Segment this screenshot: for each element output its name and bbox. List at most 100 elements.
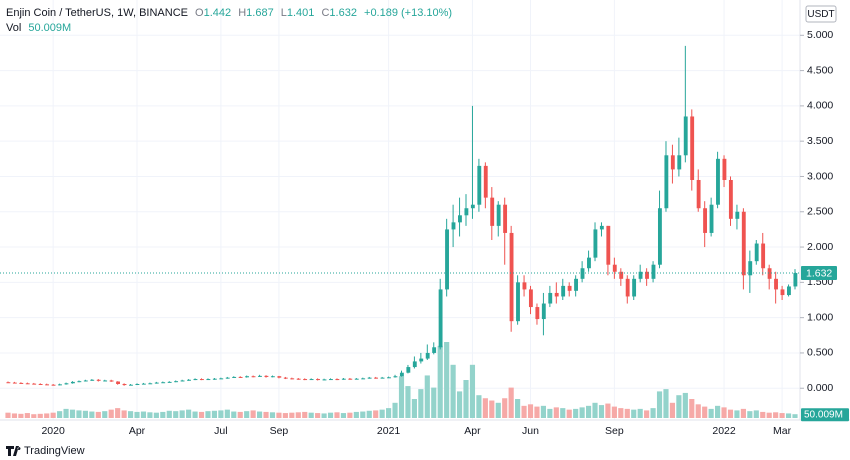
candle-body xyxy=(587,257,591,269)
candle-body xyxy=(483,165,488,198)
candle-body xyxy=(290,378,295,380)
candle-body xyxy=(561,285,566,297)
candle-body xyxy=(354,378,359,380)
volume-bar xyxy=(82,410,88,418)
candle-body xyxy=(419,358,424,362)
candle-body xyxy=(612,264,617,272)
candle-body xyxy=(393,376,398,378)
volume-bar xyxy=(592,402,598,418)
candle-body xyxy=(135,384,140,385)
candle-body xyxy=(245,376,250,378)
candle-body xyxy=(154,382,159,384)
volume-bar xyxy=(398,376,405,418)
volume-bar xyxy=(334,412,340,418)
low-label: L xyxy=(281,7,287,19)
low-value: 1.401 xyxy=(287,7,315,19)
candle-body xyxy=(477,165,482,205)
volume-bar xyxy=(766,412,772,418)
volume-bar xyxy=(379,409,385,418)
candle-body xyxy=(341,378,346,380)
candle-body xyxy=(548,292,553,304)
volume-bar xyxy=(231,411,237,418)
currency-label[interactable]: USDT xyxy=(807,9,834,20)
volume-bar xyxy=(463,380,469,418)
volume-bar xyxy=(702,406,708,418)
last-price-label: 1.632 xyxy=(806,267,832,279)
volume-bar xyxy=(502,398,508,418)
candle-body xyxy=(38,384,43,385)
volume-bar xyxy=(360,411,366,418)
candle-body xyxy=(238,376,243,378)
x-tick-label: Mar xyxy=(773,425,792,437)
candle-body xyxy=(129,384,133,386)
candle-body xyxy=(438,289,443,348)
candle-body xyxy=(232,376,237,378)
candle-body xyxy=(670,155,675,170)
candle-body xyxy=(709,204,714,233)
candle-body xyxy=(716,158,720,205)
candle-body xyxy=(96,379,101,381)
candle-body xyxy=(657,208,662,265)
candle-body xyxy=(283,377,288,379)
volume-bar xyxy=(560,408,566,418)
volume-bar xyxy=(321,413,327,418)
candle-body xyxy=(212,378,217,380)
volume-bar xyxy=(302,411,308,418)
candle-body xyxy=(735,211,740,219)
candle-body xyxy=(122,384,127,386)
volume-bar xyxy=(476,395,482,418)
volume-bar xyxy=(250,410,256,418)
candle-body xyxy=(25,383,30,385)
candle-body xyxy=(399,372,404,377)
candle-body xyxy=(761,243,766,269)
volume-bar xyxy=(508,387,514,418)
volume-bar xyxy=(347,412,353,418)
volume-bar xyxy=(11,413,18,418)
volume-bar xyxy=(734,410,740,418)
candle-body xyxy=(103,380,108,382)
volume-bar xyxy=(656,391,663,418)
y-tick-label: 2.500 xyxy=(807,206,833,218)
candle-body xyxy=(535,307,540,320)
x-tick-label: Jun xyxy=(522,425,539,437)
volume-bar xyxy=(521,405,527,418)
candle-body xyxy=(645,271,649,279)
candle-body xyxy=(606,225,611,265)
volume-bar xyxy=(534,406,540,418)
currency-button[interactable] xyxy=(805,5,837,23)
volume-name: Vol xyxy=(6,22,21,34)
volume-bar xyxy=(785,413,792,418)
volume-bar xyxy=(689,399,695,418)
volume-bar xyxy=(489,400,495,418)
candle-body xyxy=(554,292,559,297)
volume-bar xyxy=(753,410,759,418)
volume-bar xyxy=(424,375,430,418)
volume-bar xyxy=(282,413,288,418)
candle-body xyxy=(651,264,656,279)
volume-bar xyxy=(495,402,501,418)
candle-body xyxy=(632,278,637,297)
volume-bar xyxy=(179,410,185,418)
candle-body xyxy=(64,383,69,385)
candle-body xyxy=(296,378,301,380)
candle-body xyxy=(367,377,372,379)
volume-bar xyxy=(566,409,572,418)
volume-bar xyxy=(263,411,269,418)
candle-body xyxy=(516,282,520,322)
candle-body xyxy=(51,384,56,386)
volume-bar xyxy=(353,411,359,418)
candle-body xyxy=(748,261,753,276)
candle-body xyxy=(316,379,320,381)
candle-body xyxy=(19,382,24,384)
candle-body xyxy=(251,376,256,378)
candle-body xyxy=(187,379,191,381)
change-value: +0.189 (+13.10%) xyxy=(364,7,452,19)
volume-bar xyxy=(24,413,30,418)
volume-bar xyxy=(57,411,63,418)
candle-body xyxy=(58,384,62,386)
symbol-title: Enjin Coin / TetherUS, 1W, BINANCE xyxy=(6,7,188,19)
volume-bar xyxy=(540,405,546,418)
volume-bar xyxy=(721,407,727,418)
x-tick-label: Apr xyxy=(464,425,481,437)
volume-bar xyxy=(373,410,379,418)
